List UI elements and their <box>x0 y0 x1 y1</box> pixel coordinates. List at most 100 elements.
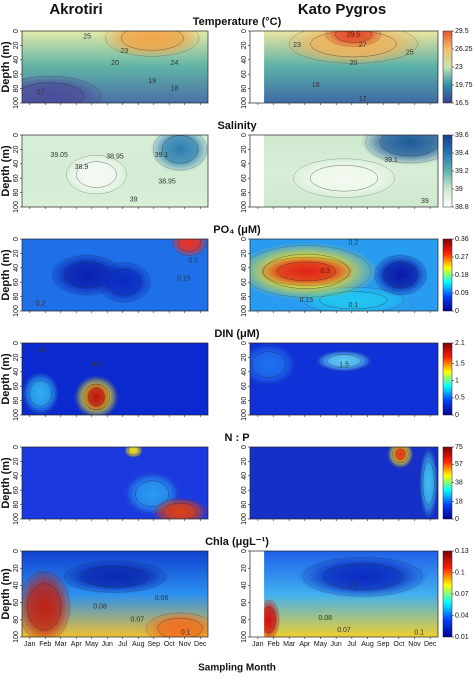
x-tick-label: Dec <box>194 641 207 648</box>
colorbar-tick-label: 0 <box>455 412 459 419</box>
contour-line <box>29 380 53 407</box>
contour-field <box>22 31 208 103</box>
contour-line <box>318 351 370 371</box>
panel-title: Chla (μgL⁻¹) <box>205 536 269 548</box>
colorbar-tick-label: 0 <box>455 516 459 523</box>
colorbar-tick-label: 0.18 <box>455 272 469 279</box>
site-title: Kato Pygros <box>298 1 386 18</box>
contour-label: 20 <box>111 60 119 67</box>
y-axis-label: Depth (m) <box>0 145 12 197</box>
plot-frame <box>249 550 439 638</box>
field-patch <box>152 497 208 519</box>
y-tick-label: 20 <box>13 145 20 153</box>
plot-frame <box>249 134 439 208</box>
y-tick-label: 40 <box>241 56 248 64</box>
contour-label: 0.1 <box>181 630 191 637</box>
field-patch <box>419 447 438 519</box>
y-tick-label: 100 <box>13 409 20 421</box>
contour-label: 39.05 <box>50 152 68 159</box>
colorbar <box>442 446 453 520</box>
colorbar-tick-label: 18 <box>455 499 463 506</box>
y-axis-label: Depth (m) <box>0 457 12 509</box>
x-tick-label: Nov <box>179 641 192 648</box>
y-tick-label: 40 <box>241 264 248 272</box>
x-tick-label: Jan <box>252 641 263 648</box>
contour-line <box>98 262 150 302</box>
contour-label: 0.5 <box>92 361 102 368</box>
y-tick-label: 40 <box>241 472 248 480</box>
colorbar-tick-label: 16.5 <box>455 100 469 107</box>
contour-line <box>172 239 207 256</box>
field-patch <box>297 555 429 599</box>
x-tick-label: Aug <box>361 641 374 648</box>
colorbar-tick-label: 19.75 <box>455 82 473 89</box>
y-tick-label: 100 <box>13 201 20 213</box>
contour-line <box>154 498 206 519</box>
colorbar-tick-label: 0.01 <box>455 634 469 641</box>
plot-frame <box>21 134 209 208</box>
field-patch <box>59 559 171 594</box>
contour-label: 19 <box>148 78 156 85</box>
colorbar <box>442 30 453 104</box>
contour-label: 0.07 <box>131 617 145 624</box>
colorbar-tick-label: 29.5 <box>455 28 469 35</box>
contour-label: 1.5 <box>339 361 349 368</box>
contour-label: 0.1 <box>349 582 359 589</box>
x-tick-label: May <box>314 641 328 648</box>
colorbar-tick-label: 0.04 <box>455 612 469 619</box>
y-axis-label: Depth (m) <box>0 41 12 93</box>
field-patch <box>150 135 208 173</box>
contour-label: 0.07 <box>337 627 351 634</box>
contour-label: 0.08 <box>318 615 332 622</box>
contour-line <box>27 583 62 631</box>
x-tick-label: Mar <box>283 641 296 648</box>
field-patch <box>62 153 130 197</box>
y-tick-label: 80 <box>13 189 20 197</box>
y-tick-label: 60 <box>13 70 20 78</box>
x-tick-label: Apr <box>299 641 311 648</box>
contour-line <box>157 617 203 637</box>
y-tick-label: 80 <box>241 616 248 624</box>
no-data <box>250 551 265 637</box>
contour-line <box>135 480 170 508</box>
contour-label: 25 <box>83 34 91 41</box>
contour-line <box>380 135 438 157</box>
contour-field <box>22 551 208 637</box>
contour-line <box>323 563 403 590</box>
contour-line <box>81 566 149 588</box>
y-tick-label: 0 <box>13 237 20 241</box>
contour-label: 23 <box>293 42 301 49</box>
contour-label: 0.15 <box>177 275 191 282</box>
y-tick-label: 40 <box>241 160 248 168</box>
contour-line <box>66 154 127 195</box>
contour-label: 39.1 <box>384 157 398 164</box>
contour-label: 17 <box>359 96 367 103</box>
x-tick-label: Sep <box>377 641 390 648</box>
contour-field <box>22 135 208 207</box>
contour-label: 0.1 <box>414 630 424 637</box>
colorbar-tick-label: 26.25 <box>455 46 473 53</box>
y-tick-label: 100 <box>13 513 20 525</box>
y-tick-label: 60 <box>13 486 20 494</box>
contour-line <box>22 82 84 103</box>
panel-title: DIN (μM) <box>214 328 260 340</box>
contour-line <box>250 245 371 298</box>
y-tick-label: 0 <box>241 237 248 241</box>
y-tick-label: 60 <box>13 174 20 182</box>
y-tick-label: 0 <box>13 133 20 137</box>
contour-line <box>177 239 201 252</box>
y-tick-label: 20 <box>241 41 248 49</box>
panel-title: Salinity <box>217 120 257 132</box>
y-tick-label: 0 <box>241 341 248 345</box>
y-tick-label: 20 <box>13 41 20 49</box>
contour-line <box>335 31 372 43</box>
contour-line <box>383 261 418 289</box>
y-tick-label: 100 <box>13 97 20 109</box>
y-tick-label: 100 <box>241 409 248 421</box>
contour-line <box>22 571 70 637</box>
y-tick-label: 80 <box>13 293 20 301</box>
contour-line <box>76 377 117 415</box>
y-tick-label: 80 <box>13 397 20 405</box>
contour-label: 29.5 <box>347 31 361 38</box>
